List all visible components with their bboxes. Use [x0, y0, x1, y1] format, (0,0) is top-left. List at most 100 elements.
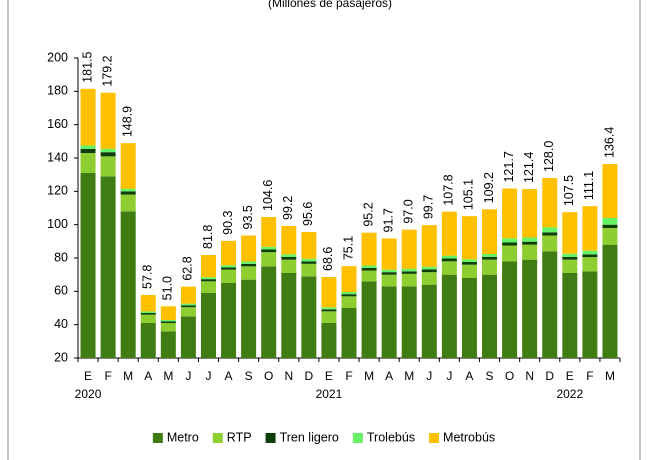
- bar-segment: [100, 152, 116, 157]
- bar-segment: [261, 246, 277, 250]
- legend-label: Trolebús: [367, 430, 415, 444]
- total-label: 179.2: [100, 55, 114, 86]
- x-tick-label: M: [364, 369, 374, 383]
- bar-segment: [301, 276, 317, 358]
- bar-segment: [241, 266, 257, 280]
- bar-segment: [542, 235, 558, 252]
- bar-segment: [261, 252, 277, 267]
- x-tick-label: A: [225, 369, 233, 383]
- x-tick-label: O: [264, 369, 273, 383]
- total-label: 93.5: [241, 205, 255, 229]
- total-label: 111.1: [582, 171, 596, 200]
- bar-segment: [441, 258, 457, 262]
- legend-swatch: [152, 433, 163, 443]
- x-tick-label: M: [605, 369, 615, 383]
- bar-segment: [482, 254, 498, 257]
- bar-segment: [341, 266, 357, 292]
- bar-segment: [441, 274, 457, 358]
- total-label: 90.3: [221, 210, 235, 234]
- bar-segment: [582, 250, 598, 255]
- total-label: 95.2: [361, 202, 375, 226]
- total-label: 109.2: [482, 172, 496, 203]
- bar-segment: [341, 294, 357, 297]
- bar-segment: [160, 331, 176, 358]
- bar-segment: [341, 308, 357, 358]
- bar-segment: [301, 261, 317, 264]
- bar-segment: [461, 264, 477, 278]
- y-tick-label: 200: [47, 50, 68, 64]
- total-label: 97.0: [402, 199, 416, 223]
- bar-segment: [381, 272, 397, 275]
- bar-segment: [502, 242, 518, 246]
- bar-segment: [160, 306, 176, 320]
- y-tick-label: 100: [47, 217, 68, 231]
- bar-segment: [461, 262, 477, 265]
- total-label: 91.7: [381, 208, 395, 232]
- total-label: 107.5: [562, 175, 576, 206]
- bar-segment: [301, 263, 317, 277]
- chart-subtitle: (Millones de pasajeros): [268, 0, 392, 10]
- x-tick-label: S: [486, 369, 494, 383]
- bar-segment: [180, 316, 196, 358]
- bar-segment: [562, 253, 578, 257]
- bar-segment: [140, 314, 156, 323]
- bar-segment: [200, 255, 216, 278]
- total-label: 128.0: [542, 141, 556, 172]
- year-label: 2021: [316, 387, 343, 401]
- bar-segment: [542, 232, 558, 236]
- bar-segment: [341, 296, 357, 308]
- bar-segment: [281, 254, 297, 257]
- bar-segment: [461, 216, 477, 260]
- year-label: 2022: [556, 387, 583, 401]
- bar-segment: [482, 259, 498, 275]
- y-tick-label: 180: [47, 84, 68, 98]
- x-tick-label: O: [505, 369, 514, 383]
- bar-segment: [80, 148, 96, 153]
- bar-segment: [140, 295, 156, 312]
- bar-segment: [522, 189, 538, 238]
- y-tick-label: 60: [54, 284, 68, 298]
- bar-segment: [221, 269, 237, 283]
- x-tick-label: A: [465, 369, 473, 383]
- bar-segment: [522, 259, 538, 358]
- bar-segment: [120, 191, 136, 195]
- bar-segment: [281, 257, 297, 260]
- bar-segment: [100, 156, 116, 177]
- bar-segment: [502, 245, 518, 262]
- x-tick-label: N: [525, 369, 534, 383]
- bar-segment: [100, 148, 116, 153]
- total-label: 104.6: [261, 180, 275, 211]
- bar-segment: [221, 267, 237, 270]
- bar-segment: [241, 261, 257, 264]
- bar-segment: [461, 278, 477, 358]
- x-tick-label: D: [305, 369, 314, 383]
- total-label: 121.7: [502, 151, 516, 182]
- bar-segment: [401, 268, 417, 272]
- bar-segment: [160, 320, 176, 322]
- bar-segment: [502, 238, 518, 243]
- bar-segment: [321, 307, 337, 310]
- bar-segment: [421, 266, 437, 270]
- bar-segment: [482, 256, 498, 260]
- bar-segment: [582, 257, 598, 272]
- bar-segment: [602, 164, 618, 218]
- total-label: 136.4: [602, 127, 616, 158]
- bar-segment: [401, 273, 417, 287]
- bar-segment: [221, 265, 237, 268]
- bar-segment: [602, 218, 618, 225]
- total-label: 99.2: [281, 196, 295, 220]
- bar-segment: [241, 279, 257, 358]
- bar-segment: [482, 209, 498, 254]
- x-tick-label: J: [426, 369, 432, 383]
- bar-segment: [180, 305, 196, 308]
- bar-segment: [401, 286, 417, 358]
- total-label: 81.8: [201, 225, 215, 249]
- total-label: 121.4: [522, 152, 536, 183]
- bar-segment: [401, 229, 417, 269]
- bar-segment: [261, 266, 277, 358]
- bar-segment: [381, 269, 397, 273]
- bar-segment: [180, 307, 196, 317]
- total-label: 107.8: [442, 174, 456, 205]
- y-tick-label: 20: [54, 350, 68, 364]
- legend-swatch: [352, 433, 363, 443]
